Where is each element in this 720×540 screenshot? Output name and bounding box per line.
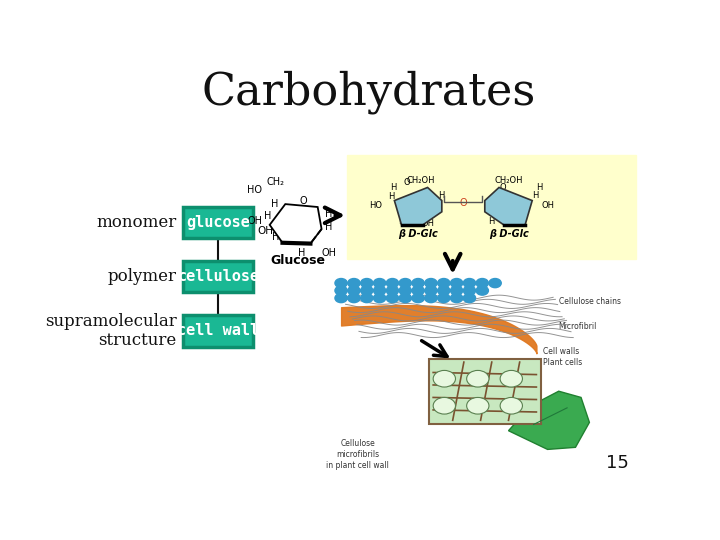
Circle shape: [412, 286, 424, 295]
Ellipse shape: [500, 397, 523, 414]
Text: O: O: [459, 198, 467, 208]
Text: OH: OH: [322, 248, 336, 258]
Text: H: H: [489, 217, 495, 226]
Text: H
OH H: H OH H: [413, 195, 435, 215]
Text: H: H: [398, 217, 405, 226]
Circle shape: [476, 286, 488, 295]
Ellipse shape: [433, 397, 456, 414]
Circle shape: [438, 279, 450, 288]
FancyBboxPatch shape: [347, 156, 636, 259]
Text: H: H: [325, 210, 333, 219]
FancyBboxPatch shape: [184, 315, 253, 347]
Text: OH: OH: [422, 219, 435, 228]
Ellipse shape: [500, 370, 523, 387]
Circle shape: [412, 279, 424, 288]
Text: glucose: glucose: [186, 215, 251, 230]
Text: H: H: [298, 248, 306, 258]
Text: Plant cells: Plant cells: [543, 357, 582, 367]
Circle shape: [374, 286, 386, 295]
Circle shape: [463, 279, 476, 288]
Text: H: H: [536, 183, 542, 192]
Text: H: H: [271, 199, 279, 209]
Circle shape: [399, 279, 411, 288]
Circle shape: [348, 294, 360, 302]
Circle shape: [489, 279, 501, 288]
Text: OH: OH: [418, 201, 431, 210]
Text: HO: HO: [369, 201, 382, 210]
Text: OH: OH: [512, 219, 525, 228]
Circle shape: [425, 286, 437, 295]
FancyBboxPatch shape: [184, 261, 253, 293]
Text: O: O: [300, 196, 307, 206]
Text: H: H: [438, 191, 445, 200]
Text: H: H: [325, 222, 333, 232]
Ellipse shape: [467, 397, 489, 414]
Text: CH₂: CH₂: [266, 177, 284, 187]
Text: cellulose: cellulose: [177, 269, 259, 285]
Circle shape: [451, 286, 463, 295]
Polygon shape: [395, 187, 442, 225]
Circle shape: [348, 286, 360, 295]
Circle shape: [335, 294, 347, 302]
Circle shape: [438, 294, 450, 302]
Ellipse shape: [433, 370, 456, 387]
Text: Cell walls: Cell walls: [543, 347, 580, 356]
Text: cell wall: cell wall: [177, 323, 259, 339]
Text: H
OH H: H OH H: [492, 198, 514, 218]
Text: OH: OH: [257, 226, 273, 236]
Text: β D-Glc: β D-Glc: [398, 230, 438, 239]
Polygon shape: [270, 204, 322, 244]
Text: H: H: [272, 232, 279, 242]
Text: polymer: polymer: [107, 268, 176, 285]
Ellipse shape: [467, 370, 489, 387]
Circle shape: [476, 279, 488, 288]
Text: Glucose: Glucose: [270, 254, 325, 267]
Circle shape: [335, 279, 347, 288]
Text: HO: HO: [247, 185, 262, 195]
Text: H: H: [264, 211, 271, 221]
Text: CH₂OH: CH₂OH: [407, 176, 435, 185]
FancyBboxPatch shape: [184, 207, 253, 238]
Circle shape: [374, 279, 386, 288]
Text: Carbohydrates: Carbohydrates: [202, 70, 536, 113]
Circle shape: [374, 294, 386, 302]
Text: CH₂OH: CH₂OH: [494, 176, 523, 185]
Circle shape: [451, 294, 463, 302]
Text: 15: 15: [606, 454, 629, 472]
Circle shape: [361, 286, 373, 295]
Circle shape: [335, 286, 347, 295]
Circle shape: [451, 279, 463, 288]
Circle shape: [463, 286, 476, 295]
Text: O: O: [500, 183, 506, 192]
FancyBboxPatch shape: [428, 359, 541, 424]
Text: O: O: [404, 178, 410, 187]
Text: OH: OH: [542, 201, 555, 210]
Circle shape: [348, 279, 360, 288]
Circle shape: [361, 279, 373, 288]
Circle shape: [399, 294, 411, 302]
Text: Microfibril: Microfibril: [559, 322, 597, 331]
Text: H: H: [390, 183, 396, 192]
Text: β D-Glc: β D-Glc: [489, 230, 528, 239]
Circle shape: [399, 286, 411, 295]
Circle shape: [438, 286, 450, 295]
Text: Cellulose
microfibrils
in plant cell wall: Cellulose microfibrils in plant cell wal…: [326, 439, 390, 470]
Circle shape: [387, 294, 399, 302]
Text: monomer: monomer: [96, 214, 176, 231]
Circle shape: [425, 279, 437, 288]
Circle shape: [463, 294, 476, 302]
Circle shape: [425, 294, 437, 302]
Circle shape: [412, 294, 424, 302]
Circle shape: [387, 279, 399, 288]
Text: supramolecular
structure: supramolecular structure: [45, 313, 176, 349]
Circle shape: [387, 286, 399, 295]
Text: Cellulose chains: Cellulose chains: [559, 298, 621, 306]
Polygon shape: [508, 391, 590, 449]
Text: H: H: [388, 192, 395, 201]
Circle shape: [361, 294, 373, 302]
Text: OH: OH: [248, 215, 263, 226]
Text: H: H: [532, 191, 539, 200]
Polygon shape: [485, 187, 532, 225]
